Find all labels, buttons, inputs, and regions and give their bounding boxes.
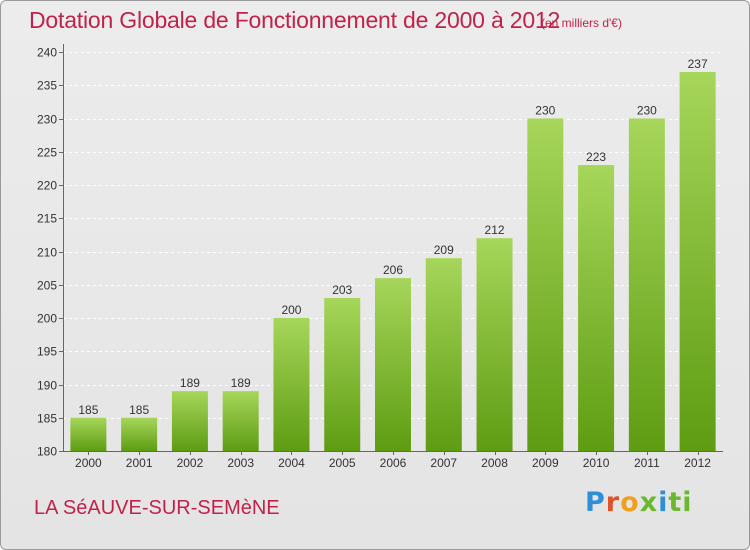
proxiti-logo: Proxiti bbox=[585, 487, 693, 518]
y-tick-label: 220 bbox=[37, 179, 57, 193]
y-tick-label: 230 bbox=[37, 113, 57, 127]
logo-letter: P bbox=[585, 487, 606, 518]
x-tick-label: 2000 bbox=[75, 456, 102, 470]
logo-letter: ti bbox=[668, 487, 693, 518]
bar bbox=[425, 258, 462, 451]
data-label: 189 bbox=[231, 376, 251, 390]
data-label: 203 bbox=[332, 283, 352, 297]
x-tick-label: 2011 bbox=[634, 456, 660, 470]
data-label: 237 bbox=[688, 57, 708, 71]
logo-letter: i bbox=[658, 487, 669, 518]
bar bbox=[679, 71, 716, 451]
y-tick-label: 215 bbox=[37, 212, 57, 226]
y-tick-label: 200 bbox=[37, 312, 57, 326]
data-label: 206 bbox=[383, 263, 403, 277]
logo-letter: o bbox=[620, 487, 640, 518]
x-tick-label: 2002 bbox=[177, 456, 204, 470]
y-tick-label: 240 bbox=[37, 46, 57, 60]
data-label: 189 bbox=[180, 376, 200, 390]
y-tick-label: 210 bbox=[37, 246, 57, 260]
data-label: 185 bbox=[78, 403, 98, 417]
x-tick-label: 2012 bbox=[684, 456, 711, 470]
x-tick-label: 2001 bbox=[126, 456, 153, 470]
bar bbox=[628, 118, 665, 451]
bar bbox=[324, 298, 361, 451]
data-label: 223 bbox=[586, 150, 606, 164]
bar bbox=[578, 165, 615, 452]
y-tick-label: 190 bbox=[37, 379, 57, 393]
logo-letter: r bbox=[605, 487, 621, 518]
axes bbox=[59, 44, 723, 455]
bars bbox=[70, 71, 716, 452]
data-label: 212 bbox=[485, 223, 505, 237]
data-label: 185 bbox=[129, 403, 149, 417]
bar bbox=[70, 417, 107, 451]
bar bbox=[375, 278, 411, 451]
commune-name: LA SéAUVE-SUR-SEMèNE bbox=[34, 497, 280, 519]
x-tick-label: 2003 bbox=[227, 456, 254, 470]
x-tick-label: 2004 bbox=[278, 456, 305, 470]
y-tick-label: 180 bbox=[37, 445, 57, 459]
x-tick-label: 2008 bbox=[481, 456, 508, 470]
labels: 180 185 190 195 200 205 210 215 220 225 230 235 240 2… bbox=[37, 46, 711, 471]
chart-unit: (en milliers d'€) bbox=[541, 16, 622, 30]
y-tick-label: 205 bbox=[37, 279, 57, 293]
bar bbox=[121, 417, 158, 451]
y-tick-label: 185 bbox=[37, 412, 57, 426]
bar bbox=[171, 391, 208, 451]
x-tick-label: 2010 bbox=[583, 456, 610, 470]
y-tick-label: 235 bbox=[37, 79, 57, 93]
bar bbox=[222, 391, 259, 451]
bar bbox=[527, 118, 564, 451]
x-tick-label: 2005 bbox=[329, 456, 356, 470]
data-label: 230 bbox=[637, 104, 657, 118]
x-tick-label: 2007 bbox=[430, 456, 457, 470]
bar bbox=[273, 318, 310, 451]
y-tick-label: 225 bbox=[37, 146, 57, 160]
logo-letter: x bbox=[639, 487, 659, 518]
x-tick-label: 2009 bbox=[532, 456, 559, 470]
chart-title: Dotation Globale de Fonctionnement de 20… bbox=[29, 7, 561, 33]
y-tick-label: 195 bbox=[37, 345, 57, 359]
data-label: 230 bbox=[535, 104, 555, 118]
data-label: 200 bbox=[281, 303, 301, 317]
x-tick-label: 2006 bbox=[380, 456, 407, 470]
bar bbox=[476, 238, 513, 451]
data-label: 209 bbox=[434, 243, 454, 257]
